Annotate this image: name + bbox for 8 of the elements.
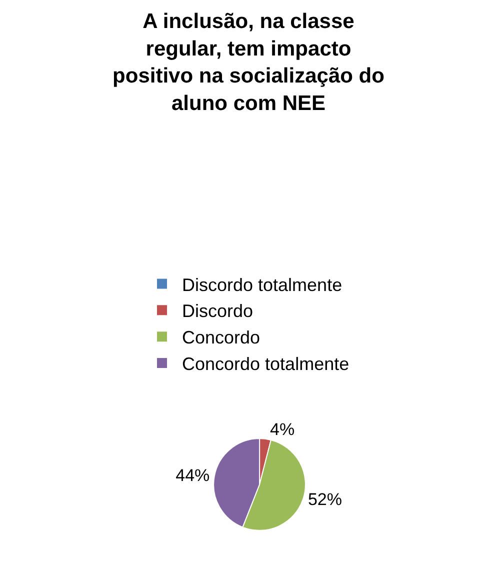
legend-label: Concordo: [182, 328, 260, 348]
data-label: 44%: [176, 466, 210, 486]
legend-label: Discordo totalmente: [182, 274, 342, 295]
data-label: 52%: [308, 490, 342, 510]
legend-label: Concordo totalmente: [182, 354, 350, 374]
chart-title: A inclusão, na classe regular, tem impacto positivo na socialização do aluno com NEE: [112, 10, 384, 115]
data-label: 4%: [270, 420, 295, 440]
legend-label: Discordo: [182, 301, 254, 322]
